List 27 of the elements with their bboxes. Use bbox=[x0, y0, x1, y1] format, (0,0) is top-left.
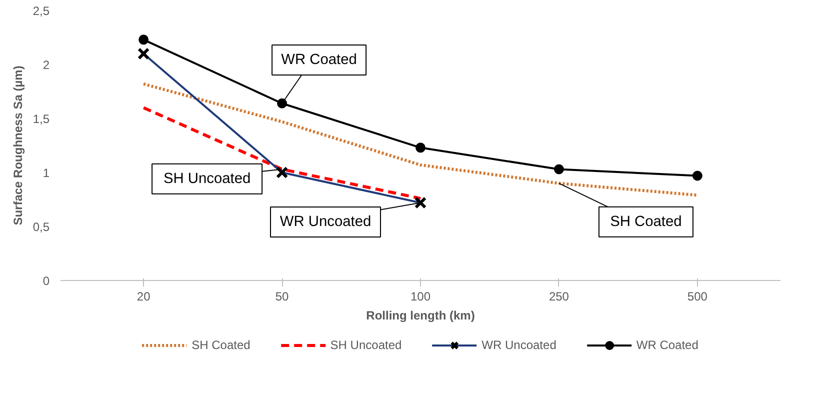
x-tick-label: 500 bbox=[687, 290, 708, 304]
x-tick-label: 50 bbox=[275, 290, 290, 304]
y-tick-label: 0,5 bbox=[32, 220, 50, 234]
annotation: WR Uncoated bbox=[280, 214, 372, 230]
y-tick-label: 1,5 bbox=[32, 112, 50, 126]
annotation: SH Uncoated bbox=[163, 170, 251, 187]
annotation: WR Coated bbox=[281, 52, 357, 68]
point bbox=[554, 164, 564, 174]
y-tick-label: 2 bbox=[42, 58, 50, 72]
y-tick-label: 0 bbox=[42, 274, 50, 288]
legend-label: SH Uncoated bbox=[330, 338, 402, 352]
y-tick-label: 1 bbox=[42, 166, 50, 180]
x-tick-label: 20 bbox=[136, 290, 151, 304]
line-series bbox=[142, 82, 699, 197]
x-axis-title: Rolling length (km) bbox=[366, 308, 475, 322]
x-tick-label: 100 bbox=[410, 290, 431, 304]
annotation: SH Coated bbox=[610, 214, 682, 230]
legend-label: WR Coated bbox=[636, 338, 698, 352]
point bbox=[138, 34, 149, 45]
legend-label: WR Uncoated bbox=[482, 338, 556, 352]
point bbox=[692, 170, 702, 181]
x-tick-label: 250 bbox=[548, 290, 570, 304]
y-axis-title: Surface Roughness Sa (µm) bbox=[10, 66, 25, 226]
point bbox=[277, 98, 288, 108]
point bbox=[416, 142, 426, 153]
legend-label: SH Coated bbox=[192, 338, 250, 352]
y-tick-label: 2,5 bbox=[32, 4, 50, 18]
